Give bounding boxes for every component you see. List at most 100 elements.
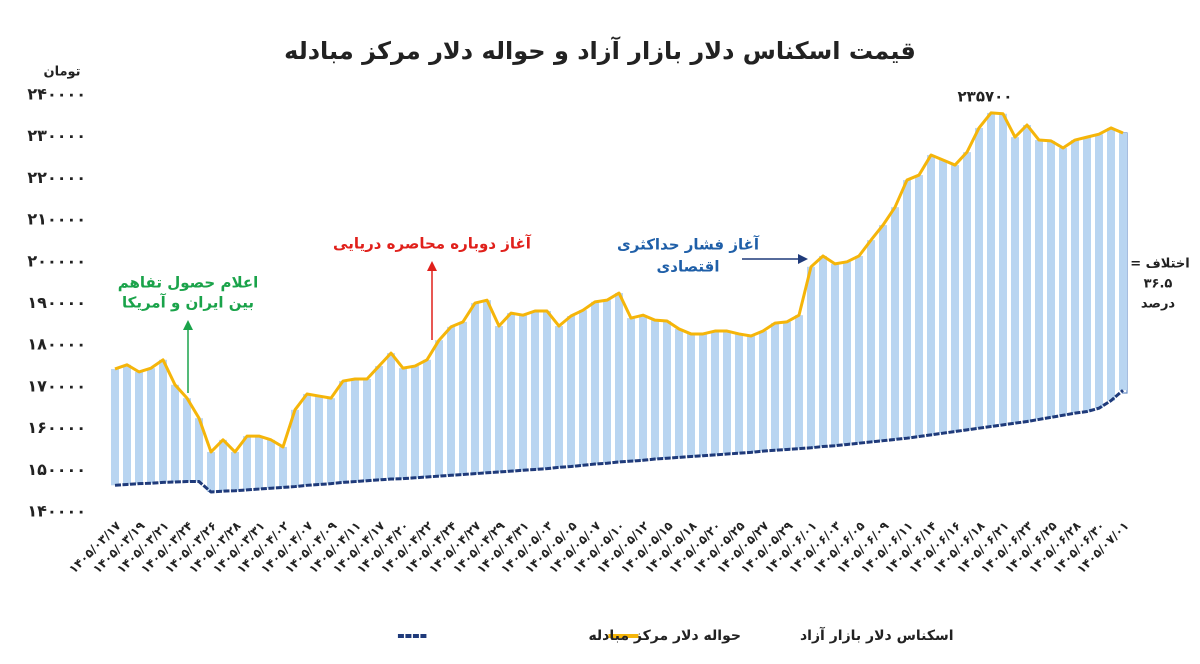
range-bar: [411, 366, 419, 478]
range-bar: [759, 331, 767, 452]
range-bar: [987, 112, 995, 427]
range-bar: [579, 310, 587, 466]
range-bar: [843, 261, 851, 445]
y-tick-label: ۲۳۰۰۰۰: [27, 126, 86, 145]
range-bar: [135, 371, 143, 484]
range-bar: [303, 393, 311, 486]
range-bar: [879, 225, 887, 441]
range-bar: [915, 175, 923, 437]
range-bar: [999, 113, 1007, 425]
y-tick-label: ۲۴۰۰۰۰: [27, 85, 86, 104]
range-bar: [555, 326, 563, 468]
range-bar: [1071, 140, 1079, 414]
range-bar: [399, 368, 407, 479]
range-bar: [207, 451, 215, 492]
range-bar: [363, 378, 371, 481]
y-tick-label: ۱۷۰۰۰۰: [27, 376, 86, 395]
y-tick-label: ۱۶۰۰۰۰: [27, 418, 86, 437]
annotation-pressure: آغاز فشار حداکثری اقتصادی: [617, 236, 808, 276]
range-bar: [975, 127, 983, 429]
range-bar: [483, 300, 491, 473]
legend-label: حواله دلار مرکز مبادله: [588, 628, 741, 644]
arrow-head: [427, 261, 437, 271]
legend-label: اسکناس دلار بازار آزاد: [800, 626, 954, 644]
annotation-text: درصد: [1141, 297, 1176, 312]
range-bar: [195, 418, 203, 482]
range-bar: [459, 321, 467, 475]
range-bar: [651, 320, 659, 460]
range-bar: [663, 321, 671, 459]
annotation-blockade: آغاز دوباره محاصره دریایی: [333, 235, 532, 340]
range-bar: [807, 266, 815, 448]
y-tick-label: ۱۴۰۰۰۰: [27, 502, 86, 521]
annotation-text: آغاز فشار حداکثری: [617, 236, 760, 254]
range-bar: [255, 436, 263, 490]
range-bar: [627, 318, 635, 462]
annotation-agreement: اعلام حصول تفاهم بین ایران و آمریکا: [118, 274, 258, 393]
range-bar: [1035, 140, 1043, 420]
arrow-head: [183, 320, 193, 330]
range-bar: [375, 366, 383, 480]
range-bar: [771, 323, 779, 451]
range-bar: [795, 315, 803, 449]
range-bar: [723, 331, 731, 455]
range-bar: [963, 152, 971, 430]
range-bar: [939, 160, 947, 434]
series-line: [114, 111, 1124, 454]
range-bar: [183, 398, 191, 482]
range-bar: [831, 263, 839, 446]
range-bar: [735, 333, 743, 454]
range-bar: [279, 446, 287, 488]
range-bar: [219, 439, 227, 492]
range-bar: [1083, 137, 1091, 412]
range-bar: [567, 316, 575, 467]
y-unit-label: تومان: [43, 65, 80, 80]
range-bar: [951, 165, 959, 432]
range-bar: [471, 303, 479, 474]
range-bar: [1059, 147, 1067, 416]
range-bar: [387, 353, 395, 480]
range-bar: [1107, 127, 1115, 401]
arrow-head: [798, 254, 808, 264]
value-label: ۲۳۵۷۰۰: [958, 87, 1013, 105]
range-bar: [231, 451, 239, 491]
range-bar: [903, 180, 911, 439]
range-bar: [891, 207, 899, 440]
y-tick-label: ۱۵۰۰۰۰: [27, 460, 86, 479]
range-bar: [639, 315, 647, 461]
annotation-text: اختلاف =: [1130, 257, 1190, 272]
y-tick-label: ۱۸۰۰۰۰: [27, 335, 86, 354]
range-bar: [1119, 132, 1127, 391]
annotation-text: اعلام حصول تفاهم: [118, 274, 258, 292]
range-bar: [747, 336, 755, 453]
range-bar: [267, 439, 275, 489]
range-bar: [615, 293, 623, 462]
range-bar: [291, 409, 299, 487]
range-bar: [1047, 140, 1055, 418]
y-tick-label: ۲۱۰۰۰۰: [27, 210, 86, 229]
range-bar: [819, 255, 827, 447]
range-bar: [711, 331, 719, 455]
range-bar: [147, 368, 155, 484]
range-bar: [1023, 125, 1031, 422]
annotation-text: اقتصادی: [657, 258, 720, 276]
range-bar: [867, 240, 875, 442]
range-bar: [543, 311, 551, 469]
range-bars: [111, 112, 1127, 492]
range-bar: [243, 436, 251, 490]
range-bar: [159, 359, 167, 483]
y-tick-label: ۲۲۰۰۰۰: [27, 168, 86, 187]
range-bar: [591, 301, 599, 465]
range-bar: [675, 328, 683, 458]
range-bar: [339, 381, 347, 483]
range-bar: [1011, 137, 1019, 424]
range-bar: [507, 313, 515, 472]
range-bar: [111, 368, 119, 486]
annotation-text: ۳۶.۵: [1144, 277, 1173, 292]
range-bar: [171, 384, 179, 482]
range-bar: [495, 326, 503, 472]
range-bar: [603, 300, 611, 464]
range-bar: [531, 311, 539, 470]
range-bar: [519, 315, 527, 471]
